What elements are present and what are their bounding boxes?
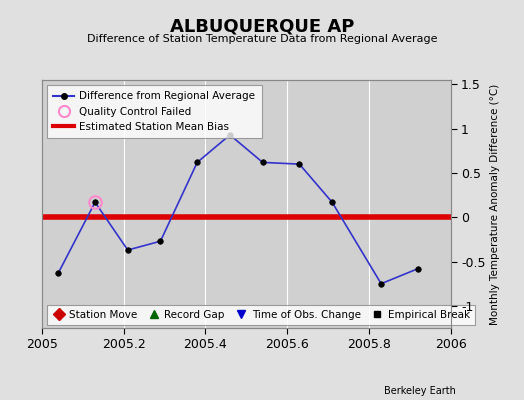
Legend: Station Move, Record Gap, Time of Obs. Change, Empirical Break: Station Move, Record Gap, Time of Obs. C…: [47, 305, 475, 325]
Text: ALBUQUERQUE AP: ALBUQUERQUE AP: [170, 18, 354, 36]
Y-axis label: Monthly Temperature Anomaly Difference (°C): Monthly Temperature Anomaly Difference (…: [490, 83, 500, 325]
Text: Berkeley Earth: Berkeley Earth: [384, 386, 456, 396]
Text: Difference of Station Temperature Data from Regional Average: Difference of Station Temperature Data f…: [87, 34, 437, 44]
